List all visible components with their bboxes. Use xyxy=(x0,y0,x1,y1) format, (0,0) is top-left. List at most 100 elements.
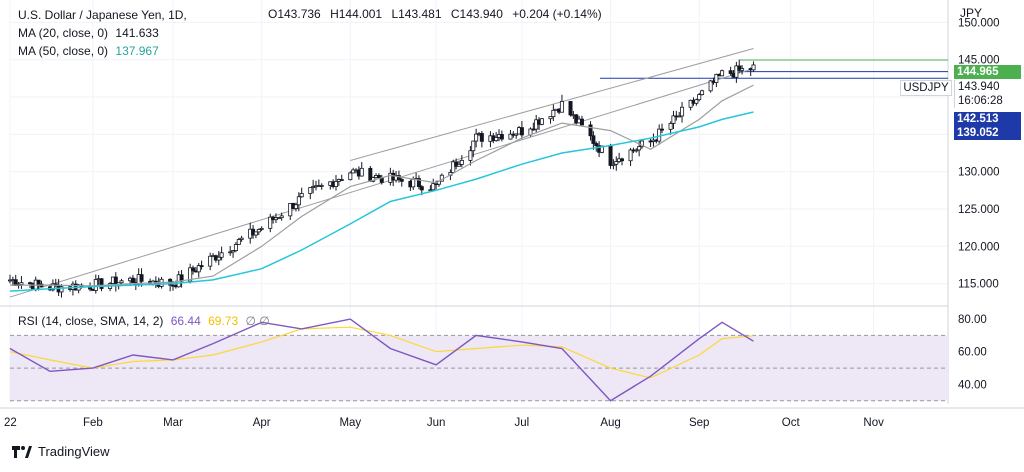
ohlc-change: +0.204 (+0.14%) xyxy=(512,7,602,21)
last-price-value: 143.940 xyxy=(958,81,1000,93)
rsi-value: 66.44 xyxy=(170,314,201,328)
candle-body xyxy=(236,239,241,245)
candle-body xyxy=(499,134,504,140)
candle-body xyxy=(334,181,339,187)
candle-body xyxy=(737,65,742,71)
candle-body xyxy=(680,106,685,117)
candle-body xyxy=(714,73,719,83)
last-price-tag: 143.940 xyxy=(954,80,1022,94)
candle-body xyxy=(568,101,573,116)
candle-body xyxy=(308,187,313,194)
candle-body xyxy=(668,122,673,130)
brand-name: TradingView xyxy=(38,444,110,459)
price-tick-label: 125.000 xyxy=(958,204,1000,216)
month-tick-label: 22 xyxy=(4,417,17,429)
candle-body xyxy=(508,133,513,140)
candle-body xyxy=(411,178,416,188)
candle-body xyxy=(634,149,639,152)
candle-body xyxy=(239,237,244,240)
ma50-legend[interactable]: MA (50, close, 0) 137.967 xyxy=(18,43,159,59)
candle-body xyxy=(288,203,293,217)
candle-body xyxy=(279,215,284,219)
candle-body xyxy=(188,267,193,282)
rsi-extra: ∅ ∅ xyxy=(245,314,270,328)
candle-body xyxy=(548,116,553,120)
candle-body xyxy=(259,227,264,230)
candle-body xyxy=(233,244,238,251)
candle-body xyxy=(199,265,204,267)
candle-body xyxy=(591,135,596,144)
candle-body xyxy=(256,229,261,233)
candle-body xyxy=(519,127,524,136)
price-tick-label: 120.000 xyxy=(958,241,1000,253)
tradingview-footer[interactable]: TradingView xyxy=(12,444,110,459)
candle-body xyxy=(99,278,104,289)
price-tick-label: 150.000 xyxy=(958,17,1000,29)
candle-body xyxy=(588,124,593,137)
price-tick-label: 115.000 xyxy=(958,279,999,291)
ohlc-readout: O143.736 H144.001 L143.481 C143.940 +0.2… xyxy=(268,7,608,21)
candle-body xyxy=(231,250,236,253)
candle-body xyxy=(416,178,421,187)
candle-body xyxy=(660,128,665,131)
candle-body xyxy=(619,158,624,162)
ohlc-open: O143.736 xyxy=(268,7,321,21)
candle-body xyxy=(614,161,619,165)
candle-body xyxy=(579,118,584,126)
candle-body xyxy=(628,149,633,162)
rsi-line xyxy=(9,318,754,402)
ohlc-high: H144.001 xyxy=(330,7,383,21)
candle-body xyxy=(559,101,564,113)
candle-body xyxy=(640,140,645,148)
month-tick-label: Mar xyxy=(163,417,183,429)
candle-body xyxy=(319,184,324,187)
candle-body xyxy=(531,128,536,131)
candle-body xyxy=(688,99,693,108)
candle-body xyxy=(216,256,221,261)
candle-body xyxy=(471,140,476,152)
month-tick-label: May xyxy=(339,417,361,429)
countdown-tag: 16:06:28 xyxy=(954,94,1022,108)
candle-body xyxy=(671,115,676,124)
candle-body xyxy=(219,252,224,258)
candle-body xyxy=(339,179,344,181)
chart-title: U.S. Dollar / Japanese Yen, 1D, xyxy=(18,7,187,23)
rsi-tick-label: 60.00 xyxy=(958,347,987,359)
candle-body xyxy=(253,231,258,236)
price-tick-label: 130.000 xyxy=(958,167,1000,179)
candle-body xyxy=(293,204,298,209)
candle-body xyxy=(399,179,404,182)
candle-body xyxy=(514,133,519,136)
candle-body xyxy=(539,118,544,125)
channel-upper-line xyxy=(350,48,754,161)
candle-body xyxy=(419,186,424,191)
candle-body xyxy=(50,283,55,291)
ohlc-low: L143.481 xyxy=(391,7,442,21)
level-3-tag: 139.052 xyxy=(954,126,1021,140)
ma20-label: MA (20, close, 0) xyxy=(18,26,109,40)
candle-body xyxy=(751,64,756,71)
ma20-line xyxy=(10,84,754,287)
month-tick-label: Nov xyxy=(863,417,884,429)
candle-body xyxy=(677,115,682,118)
ma20-legend[interactable]: MA (20, close, 0) 141.633 xyxy=(18,25,159,41)
candle-body xyxy=(139,274,144,282)
level-3-value: 139.052 xyxy=(957,127,999,139)
ma50-line xyxy=(9,111,754,292)
candle-body xyxy=(359,167,364,177)
tradingview-logo-icon xyxy=(12,445,32,458)
level-2-tag: 142.513 xyxy=(954,112,1021,126)
rsi-legend[interactable]: RSI (14, close, SMA, 14, 2) 66.44 69.73 … xyxy=(18,313,270,329)
candle-body xyxy=(376,175,381,179)
candle-body xyxy=(700,90,705,96)
candle-body xyxy=(428,189,433,192)
month-tick-label: Aug xyxy=(600,417,620,429)
candle-body xyxy=(119,280,124,284)
month-tick-label: Apr xyxy=(253,417,271,429)
currency-label: JPY xyxy=(960,6,982,20)
rsi-tick-label: 40.00 xyxy=(958,379,987,391)
candle-body xyxy=(697,94,702,101)
candle-body xyxy=(694,99,699,104)
candle-body xyxy=(268,216,273,229)
